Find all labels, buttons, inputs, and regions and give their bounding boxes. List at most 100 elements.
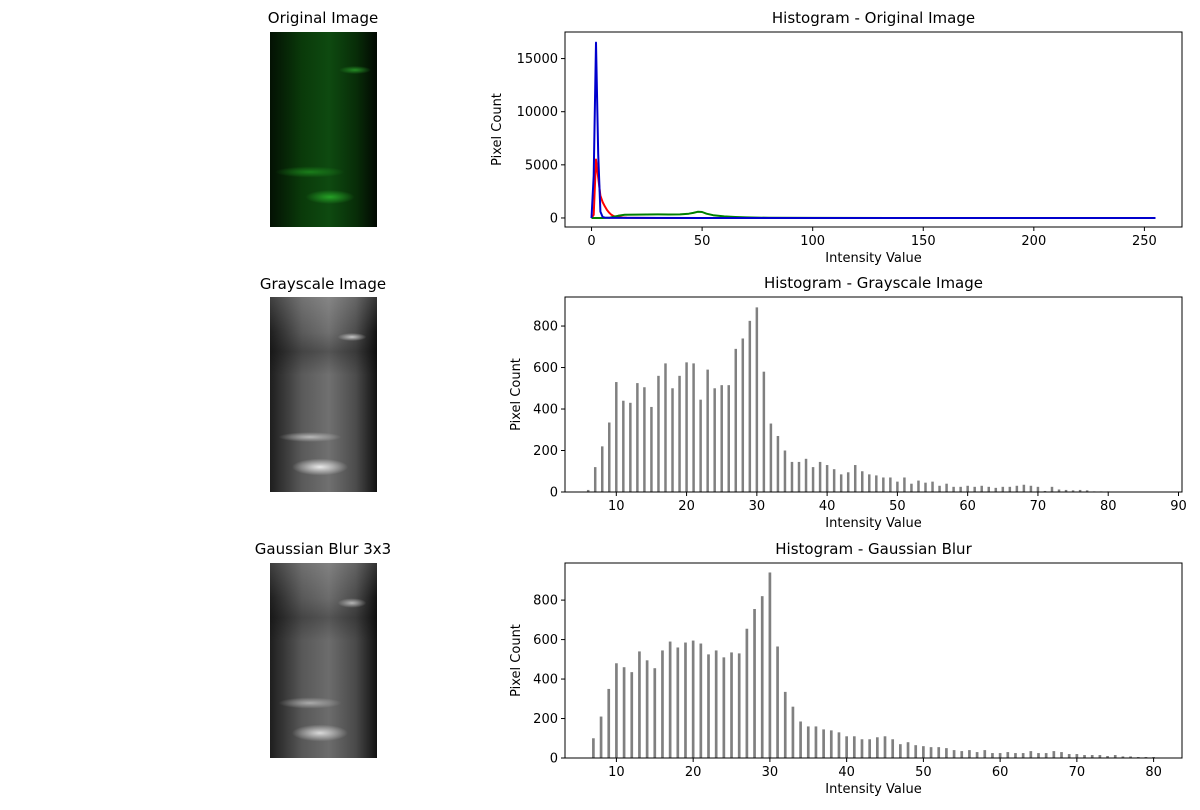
bar bbox=[586, 489, 590, 492]
bar bbox=[783, 450, 787, 492]
bar bbox=[889, 477, 892, 492]
bar bbox=[783, 691, 787, 758]
original-image-title: Original Image bbox=[267, 9, 379, 27]
bar bbox=[1098, 755, 1102, 758]
histogram-chart-2: 10 20 30 40 50 60 70 80 90 0 200 400 600 800 Histogram… bbox=[509, 274, 1187, 531]
bar bbox=[952, 750, 956, 758]
bar bbox=[896, 481, 899, 492]
bar bbox=[748, 320, 752, 492]
y-axis-label: Pixel Count bbox=[509, 358, 524, 431]
bar bbox=[991, 753, 994, 758]
bar bbox=[845, 736, 848, 758]
bar bbox=[998, 753, 1002, 758]
bar bbox=[593, 467, 597, 492]
bar bbox=[636, 383, 639, 492]
bar bbox=[622, 400, 625, 492]
bar bbox=[1067, 754, 1071, 758]
bar bbox=[699, 399, 702, 492]
bar bbox=[645, 660, 649, 758]
bar bbox=[968, 750, 971, 758]
y-tick-label: 800 bbox=[533, 594, 558, 609]
bar bbox=[917, 480, 920, 492]
y-tick-label: 400 bbox=[533, 673, 558, 688]
bar bbox=[776, 646, 779, 758]
bar bbox=[868, 474, 871, 492]
bar bbox=[929, 747, 933, 758]
bar bbox=[713, 388, 716, 492]
x-tick-label: 250 bbox=[1132, 234, 1157, 249]
x-tick-label: 30 bbox=[762, 765, 779, 780]
bar bbox=[899, 744, 902, 758]
bar bbox=[811, 467, 815, 492]
y-tick-label: 10000 bbox=[517, 105, 558, 120]
bar bbox=[825, 465, 829, 492]
bar bbox=[814, 726, 818, 758]
histogram-chart-1: 0 50 100 150 200 250 0 5000 10000 15000 Histogram … bbox=[490, 9, 1183, 266]
bar bbox=[910, 483, 913, 492]
y-tick-label: 0 bbox=[550, 211, 558, 226]
x-tick-label: 0 bbox=[587, 234, 595, 249]
bar bbox=[608, 422, 611, 492]
bar bbox=[960, 751, 964, 758]
bar bbox=[653, 668, 657, 758]
bar bbox=[684, 642, 687, 758]
bar bbox=[1008, 486, 1012, 492]
bar bbox=[664, 363, 667, 492]
original-image bbox=[270, 32, 377, 227]
x-tick-label: 60 bbox=[992, 765, 1009, 780]
bar bbox=[980, 485, 983, 492]
x-tick-label: 50 bbox=[889, 499, 906, 514]
bar bbox=[1083, 755, 1086, 758]
bar bbox=[1037, 753, 1040, 758]
bar bbox=[994, 487, 998, 492]
bar bbox=[622, 667, 626, 758]
bar bbox=[592, 738, 595, 758]
x-tick-label: 20 bbox=[678, 499, 695, 514]
bar bbox=[734, 348, 738, 492]
bar bbox=[799, 721, 802, 758]
bar bbox=[987, 486, 990, 492]
bar bbox=[760, 596, 764, 758]
bar bbox=[727, 385, 730, 492]
y-tick-label: 0 bbox=[550, 752, 558, 767]
bar bbox=[1085, 490, 1089, 492]
series-line-1 bbox=[590, 158, 1156, 219]
plot-frame bbox=[564, 31, 1183, 228]
y-axis-label: Pixel Count bbox=[509, 624, 524, 697]
bar bbox=[1060, 752, 1063, 758]
x-tick-label: 150 bbox=[911, 234, 936, 249]
x-tick-label: 10 bbox=[608, 765, 625, 780]
bar bbox=[678, 375, 681, 492]
x-tick-label: 80 bbox=[1145, 765, 1162, 780]
bar bbox=[643, 387, 646, 492]
bar bbox=[818, 461, 822, 492]
bar bbox=[657, 375, 660, 492]
x-tick-label: 200 bbox=[1021, 234, 1046, 249]
bar bbox=[1015, 485, 1019, 492]
bar bbox=[1071, 490, 1075, 492]
bar bbox=[973, 486, 976, 492]
bar bbox=[906, 742, 910, 758]
series-line-3 bbox=[590, 41, 1156, 219]
bar bbox=[629, 402, 632, 492]
bar bbox=[1106, 756, 1109, 758]
bar bbox=[671, 388, 674, 492]
bar bbox=[861, 471, 864, 492]
bar bbox=[730, 652, 733, 758]
bar bbox=[860, 739, 864, 758]
gaussian-blur-image-title: Gaussian Blur 3x3 bbox=[254, 540, 392, 558]
x-tick-label: 50 bbox=[694, 234, 711, 249]
y-tick-label: 800 bbox=[533, 320, 558, 335]
bar bbox=[791, 706, 795, 758]
plot-frame bbox=[564, 296, 1183, 493]
x-tick-label: 20 bbox=[685, 765, 702, 780]
bar bbox=[853, 465, 857, 492]
x-axis-label: Intensity Value bbox=[825, 782, 921, 797]
bar bbox=[599, 716, 603, 758]
bar bbox=[959, 486, 962, 492]
bar bbox=[615, 382, 618, 492]
y-tick-label: 0 bbox=[550, 486, 558, 501]
bar bbox=[769, 423, 773, 492]
bar bbox=[1029, 751, 1033, 758]
grayscale-image-title: Grayscale Image bbox=[259, 275, 387, 293]
